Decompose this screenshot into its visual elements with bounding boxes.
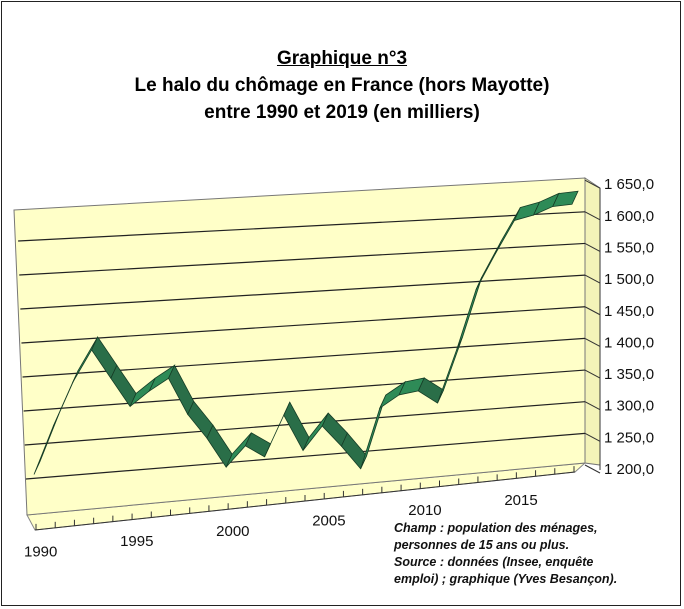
y-tick-mark (584, 369, 601, 379)
x-tick-label: 2000 (216, 523, 249, 540)
chart-subtitle: entre 1990 et 2019 (en milliers) (204, 102, 480, 123)
gridline (25, 432, 586, 480)
y-tick-label: 1 200,0 (604, 461, 654, 478)
chart-side-wall (584, 177, 601, 466)
note-line: Champ : population des ménages, (394, 521, 598, 535)
y-tick-mark (584, 337, 601, 347)
gridline (21, 306, 586, 344)
note-line: emploi) ; graphique (Yves Besançon). (394, 572, 618, 586)
y-tick-label: 1 650,0 (604, 176, 654, 193)
y-tick-label: 1 450,0 (604, 303, 654, 320)
y-tick-label: 1 600,0 (604, 208, 654, 225)
y-tick-mark (584, 243, 601, 252)
x-tick-label: 1995 (120, 533, 153, 550)
y-tick-mark (584, 211, 601, 221)
gridline (24, 401, 586, 446)
y-tick-label: 1 550,0 (604, 239, 654, 256)
y-tick-label: 1 350,0 (604, 366, 654, 383)
gridline (20, 274, 586, 310)
chart-title: Le halo du chômage en France (hors Mayot… (134, 75, 550, 96)
y-tick-mark (584, 179, 601, 189)
x-tick-label: 1990 (24, 543, 57, 560)
y-tick-label: 1 400,0 (604, 334, 654, 351)
x-tick-label: 2005 (312, 513, 345, 530)
y-tick-mark (584, 464, 601, 474)
y-tick-mark (584, 306, 601, 316)
y-tick-label: 1 250,0 (604, 429, 654, 446)
series-segment (552, 190, 579, 207)
y-tick-mark (584, 401, 601, 411)
x-tick-label: 2010 (408, 502, 441, 519)
source-note: Champ : population des ménages, personne… (394, 520, 617, 588)
gridline (18, 211, 586, 242)
y-tick-mark (584, 432, 601, 442)
note-line: personnes de 15 ans ou plus. (394, 538, 570, 552)
x-tick-label: 2015 (504, 492, 537, 509)
y-tick-label: 1 300,0 (604, 398, 654, 415)
y-tick-label: 1 500,0 (604, 271, 654, 288)
y-tick-mark (584, 274, 601, 284)
chart-title-number: Graphique n°3 (276, 48, 408, 69)
note-line: Source : données (Insee, enquête (394, 555, 594, 569)
gridline (23, 369, 586, 412)
gridline (19, 242, 586, 276)
